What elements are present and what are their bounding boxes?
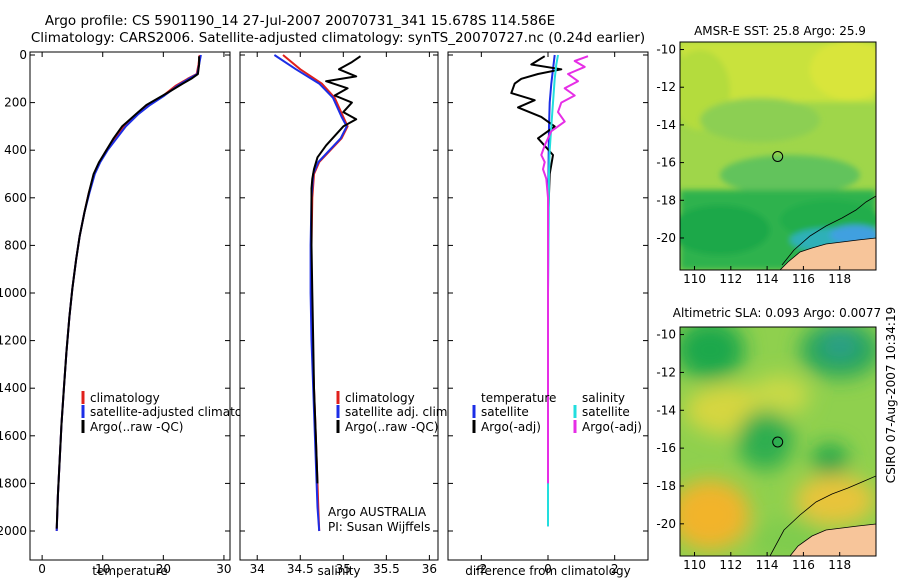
y-tick-label: 400 — [4, 143, 27, 157]
sst-map-title: AMSR-E SST: 25.8 Argo: 25.9 — [694, 24, 866, 38]
difference-legend: temperature satellite Argo(-adj) salinit… — [472, 391, 642, 434]
legend-label-sal-argo: Argo(-adj) — [582, 420, 642, 434]
series-line-temperature-argo-adj- — [510, 55, 563, 436]
map-x-tick-label: 110 — [683, 272, 706, 286]
sla-argo-location-marker — [772, 436, 784, 448]
map-y-tick-label: -16 — [656, 156, 676, 170]
x-tick-label: 34.5 — [287, 562, 314, 576]
sst-isobath — [781, 195, 876, 266]
map-y-tick-label: -10 — [656, 43, 676, 57]
map-x-tick-label: 118 — [828, 272, 851, 286]
x-tick-label: 2 — [611, 562, 619, 576]
sst-map-frame — [679, 41, 877, 271]
y-tick-label: 1200 — [0, 334, 27, 348]
sst-argo-location-marker — [772, 151, 784, 162]
map-x-tick-label: 118 — [828, 558, 851, 572]
difference-panel: -2 0 2 difference from climatology tempera… — [447, 51, 649, 578]
map-y-tick-label: -14 — [656, 403, 676, 417]
y-tick-label: 1600 — [0, 429, 27, 443]
sla-isobath — [769, 475, 876, 556]
legend-label-climatology: climatology — [90, 391, 160, 405]
pi-label: PI: Susan Wijffels — [328, 520, 430, 534]
series-line-argo-raw-qc- — [310, 55, 362, 484]
y-tick-label: 1800 — [0, 476, 27, 490]
map-y-tick-label: -12 — [656, 365, 676, 379]
legend-label-satellite: satellite adj. clim. — [345, 405, 451, 419]
legend-label-sal-satellite: satellite — [582, 405, 630, 419]
sla-map: Altimetric SLA: 0.093 Argo: 0.0077 110 11… — [656, 306, 881, 572]
temperature-legend: climatology satellite-adjusted climatolo… — [81, 391, 268, 434]
x-tick-label: 36 — [422, 562, 437, 576]
argo-program-label: Argo AUSTRALIA — [328, 505, 427, 519]
y-tick-label: 2000 — [0, 524, 27, 538]
temperature-panel: 0 10 20 30 0 200 400 600 800 1000 1200 1400 1600 1800… — [0, 48, 268, 578]
map-y-tick-label: -16 — [656, 441, 676, 455]
map-y-tick-label: -10 — [656, 328, 676, 342]
map-y-tick-label: -18 — [656, 193, 676, 207]
y-tick-label: 600 — [4, 191, 27, 205]
y-tick-label: 0 — [19, 48, 27, 62]
y-tick-label: 1400 — [0, 381, 27, 395]
map-y-tick-label: -20 — [656, 517, 676, 531]
legend-heading-temperature: temperature — [481, 391, 556, 405]
difference-xlabel: difference from climatology — [465, 564, 631, 578]
salinity-legend: climatology satellite adj. clim. Argo(..… — [336, 391, 451, 434]
y-tick-label: 1000 — [0, 286, 27, 300]
salinity-axes-box — [239, 51, 439, 561]
x-tick-label: -2 — [475, 562, 487, 576]
map-x-tick-label: 116 — [792, 558, 815, 572]
sla-field — [680, 327, 876, 556]
temperature-xlabel: temperature — [92, 564, 167, 578]
map-y-tick-label: -14 — [656, 118, 676, 132]
salinity-xlabel: salinity — [317, 564, 360, 578]
series-line-argo-raw-qc- — [55, 56, 201, 529]
x-tick-label: 34 — [250, 562, 265, 576]
map-x-tick-label: 112 — [719, 558, 742, 572]
legend-label-temp-argo: Argo(-adj) — [481, 420, 541, 434]
map-y-tick-label: -20 — [656, 231, 676, 245]
sst-land — [779, 237, 876, 270]
title-line-1: Argo profile: CS 5901190_14 27-Jul-2007 … — [45, 13, 555, 29]
legend-label-argo: Argo(..raw -QC) — [90, 420, 183, 434]
salinity-panel: 34 34.5 35 35.5 36 salinity climatology sate… — [239, 51, 451, 578]
x-tick-label: 35.5 — [373, 562, 400, 576]
map-y-tick-label: -12 — [656, 80, 676, 94]
map-x-tick-label: 112 — [719, 272, 742, 286]
y-tick-label: 800 — [4, 238, 27, 252]
map-x-tick-label: 116 — [792, 272, 815, 286]
x-tick-label: 30 — [216, 562, 231, 576]
sla-map-frame — [679, 326, 877, 557]
series-line-salinity-argo-adj- — [540, 55, 589, 484]
sst-map: AMSR-E SST: 25.8 Argo: 25.9 110 112 114 116… — [656, 24, 877, 286]
legend-label-temp-satellite: satellite — [481, 405, 529, 419]
title-line-2: Climatology: CARS2006. Satellite-adjuste… — [31, 30, 645, 46]
temperature-axes-box — [29, 51, 231, 561]
x-tick-label: 0 — [38, 562, 46, 576]
map-x-tick-label: 114 — [756, 558, 779, 572]
y-tick-label: 200 — [4, 96, 27, 110]
sla-land — [789, 523, 876, 556]
x-tick-label: 0 — [544, 562, 552, 576]
legend-label-satellite: satellite-adjusted climatology — [90, 405, 268, 419]
map-x-tick-label: 110 — [683, 558, 706, 572]
map-x-tick-label: 114 — [756, 272, 779, 286]
legend-label-argo: Argo(..raw -QC) — [345, 420, 438, 434]
map-y-tick-label: -18 — [656, 479, 676, 493]
sst-field — [680, 42, 876, 270]
timestamp-label: CSIRO 07-Aug-2007 10:34:19 — [884, 307, 898, 483]
x-tick-label: 35 — [336, 562, 351, 576]
legend-label-climatology: climatology — [345, 391, 415, 405]
sla-map-title: Altimetric SLA: 0.093 Argo: 0.0077 — [673, 306, 881, 320]
x-tick-label: 20 — [156, 562, 171, 576]
x-tick-label: 10 — [95, 562, 110, 576]
legend-heading-salinity: salinity — [582, 391, 625, 405]
